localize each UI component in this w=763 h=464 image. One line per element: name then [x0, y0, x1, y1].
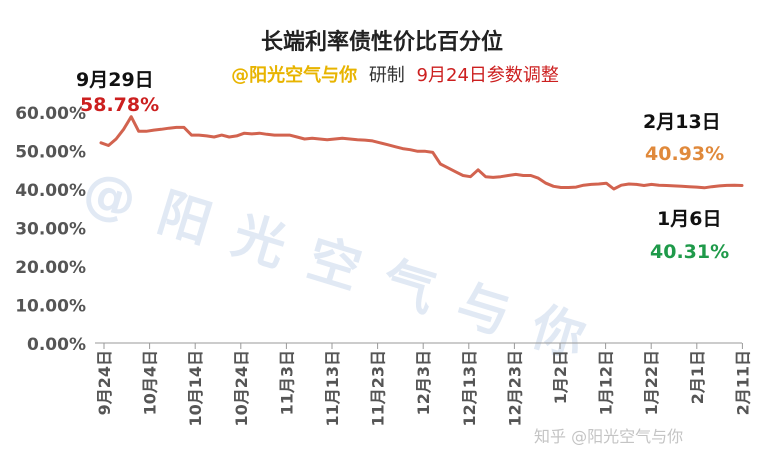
- series-layer: [99, 115, 744, 191]
- y-tick-label: 10.00%: [15, 297, 86, 317]
- x-tick-label: 1月12日: [597, 350, 616, 415]
- y-tick-label: 30.00%: [15, 220, 86, 240]
- x-tick-label: 2月1日: [688, 350, 707, 404]
- x-tick-label: 12月13日: [460, 350, 479, 427]
- chart-title: 长端利率债性价比百分位: [261, 29, 503, 55]
- annotation-value-peak: 58.78%: [80, 94, 159, 116]
- annotation-date-peak: 9月29日: [76, 69, 154, 91]
- watermark-text: @ 阳 光 空 气 与 你: [76, 160, 595, 371]
- x-tick-label: 12月3日: [414, 350, 433, 415]
- x-tick-label: 11月23日: [369, 350, 388, 427]
- y-tick-label: 0.00%: [27, 335, 86, 355]
- x-tick-label: 10月24日: [232, 350, 251, 427]
- x-tick-label: 1月2日: [551, 350, 570, 404]
- watermark-corner: 知乎 @阳光空气与你: [534, 427, 683, 446]
- note-text: 9月24日参数调整: [417, 65, 559, 86]
- made-by-text: 研制: [369, 65, 405, 86]
- series-line: [99, 115, 744, 191]
- x-tick-label: 12月23日: [505, 350, 524, 427]
- x-tick-label: 9月24日: [95, 350, 114, 415]
- x-axis: 9月24日 10月4日 10月14日 10月24日 11月3日 11月13日 11月23日 1…: [95, 342, 752, 427]
- x-tick-label: 10月14日: [186, 350, 205, 427]
- chart-subtitle: @阳光空气与你 研制 9月24日参数调整: [231, 64, 559, 86]
- y-axis: 0.00% 10.00% 20.00% 30.00% 40.00% 50.00% 60.00…: [15, 104, 86, 355]
- x-tick-label: 2月11日: [733, 350, 752, 415]
- annotation-value-jan6: 40.31%: [650, 241, 729, 263]
- x-tick-label: 10月4日: [141, 350, 160, 415]
- annotation-date-jan6: 1月6日: [657, 208, 721, 230]
- x-tick-label: 1月22日: [642, 350, 661, 415]
- y-tick-label: 50.00%: [15, 143, 86, 163]
- y-tick-label: 60.00%: [15, 104, 86, 124]
- annotation-value-latest: 40.93%: [645, 143, 724, 165]
- y-tick-label: 20.00%: [15, 258, 86, 278]
- y-tick-label: 40.00%: [15, 181, 86, 201]
- annotation-date-latest: 2月13日: [643, 111, 721, 133]
- author-text: @阳光空气与你: [231, 64, 357, 86]
- x-tick-label: 11月3日: [277, 350, 296, 415]
- x-tick-label: 11月13日: [323, 350, 342, 427]
